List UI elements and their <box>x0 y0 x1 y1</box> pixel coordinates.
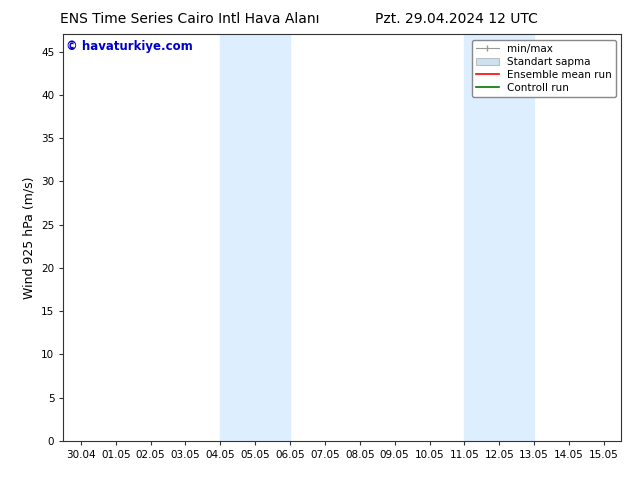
Legend: min/max, Standart sapma, Ensemble mean run, Controll run: min/max, Standart sapma, Ensemble mean r… <box>472 40 616 97</box>
Bar <box>464 34 534 441</box>
Text: © havaturkiye.com: © havaturkiye.com <box>66 40 193 53</box>
Y-axis label: Wind 925 hPa (m/s): Wind 925 hPa (m/s) <box>23 176 36 299</box>
Bar <box>221 34 290 441</box>
Text: ENS Time Series Cairo Intl Hava Alanı: ENS Time Series Cairo Intl Hava Alanı <box>60 12 320 26</box>
Text: Pzt. 29.04.2024 12 UTC: Pzt. 29.04.2024 12 UTC <box>375 12 538 26</box>
